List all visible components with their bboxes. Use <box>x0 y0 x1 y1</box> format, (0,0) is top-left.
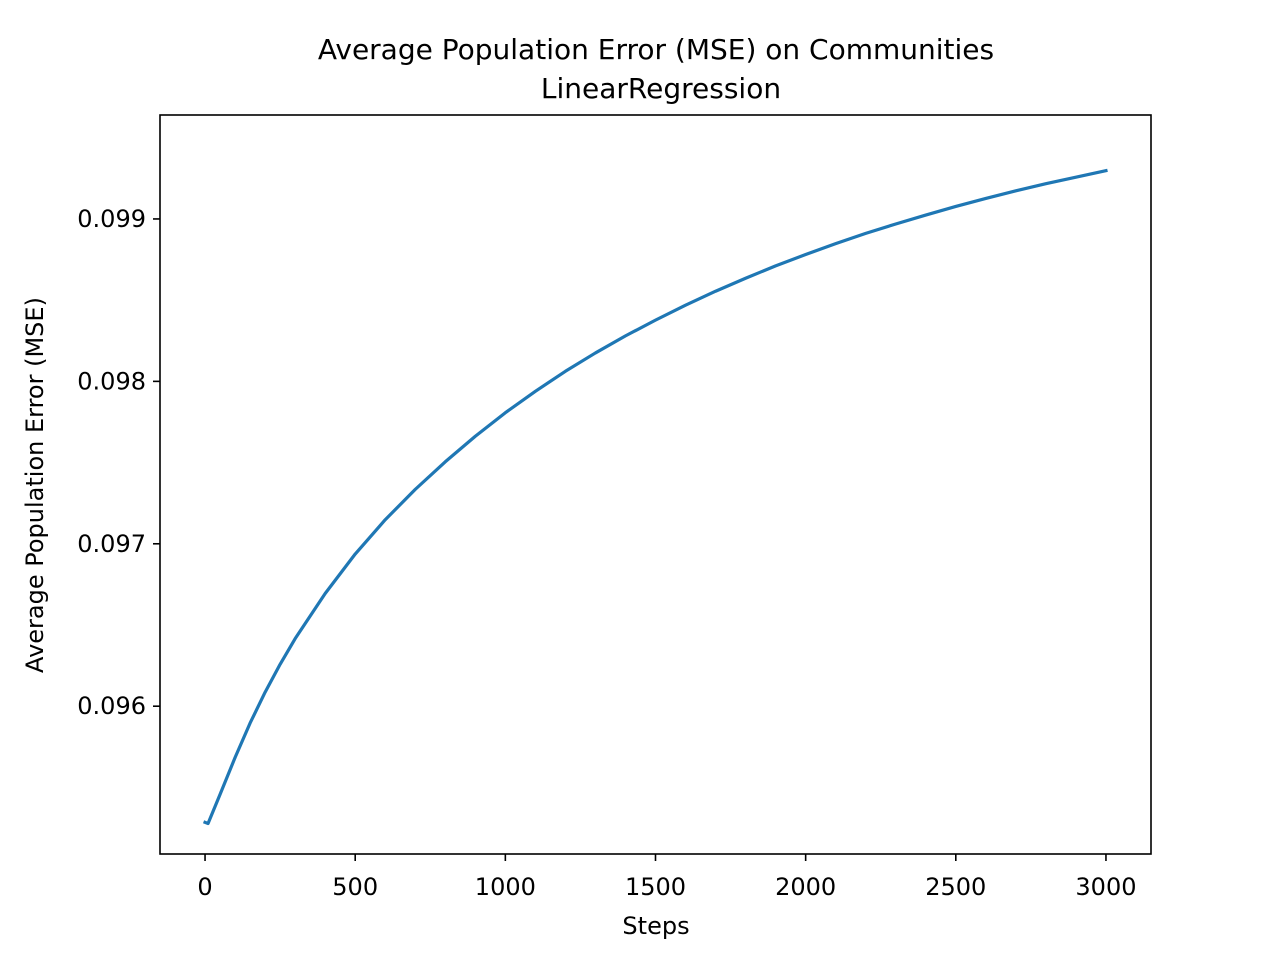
x-tick-label: 1500 <box>625 873 686 901</box>
series-line <box>202 168 1108 826</box>
x-tick-label: 3000 <box>1075 873 1136 901</box>
y-tick-label: 0.098 <box>77 367 146 395</box>
x-tick-label: 2500 <box>925 873 986 901</box>
y-axis-label: Average Population Error (MSE) <box>21 297 49 673</box>
x-axis-label: Steps <box>622 912 689 940</box>
chart-title: Average Population Error (MSE) on Commun… <box>318 33 994 66</box>
chart-subtitle: LinearRegression <box>541 72 781 105</box>
y-tick-label: 0.096 <box>77 692 146 720</box>
x-tick-label: 2000 <box>775 873 836 901</box>
plot-frame <box>159 114 1152 855</box>
x-tick-label: 1000 <box>475 873 536 901</box>
y-axis-ticks: 0.096 0.097 0.098 0.099 <box>77 205 160 720</box>
y-tick-label: 0.099 <box>77 205 146 233</box>
y-tick-label: 0.097 <box>77 530 146 558</box>
x-tick-label: 0 <box>197 873 212 901</box>
x-axis-ticks: 0 500 1000 1500 2000 2500 3000 <box>197 854 1136 901</box>
x-tick-label: 500 <box>332 873 378 901</box>
